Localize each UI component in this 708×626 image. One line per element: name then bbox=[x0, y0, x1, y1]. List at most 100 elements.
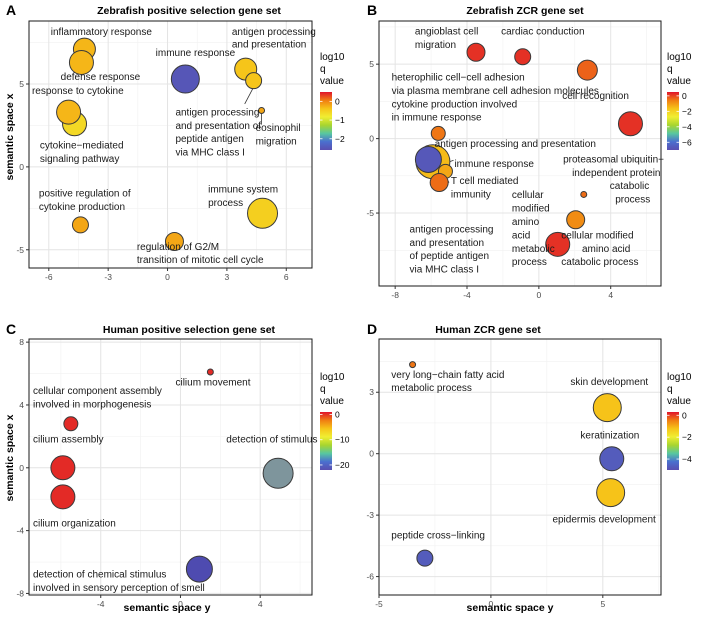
panel-d-annotation: peptide cross−linking bbox=[391, 531, 485, 542]
panel-d-plot: -5 0 5 -6 -3 0 3 very long−chain fatty acid meta… bbox=[366, 338, 692, 609]
panel-b-bubble bbox=[514, 48, 532, 66]
panel-a-x-tick-label: 6 bbox=[284, 272, 289, 282]
panel-b-annotation: and presentation bbox=[410, 238, 485, 249]
panel-b-annotation: proteasomal ubiquitin− bbox=[563, 154, 664, 165]
panel-b-annotation: antigen processing bbox=[410, 224, 494, 235]
panel-a-bubble bbox=[68, 49, 94, 75]
panel-a-x-tick-label: -3 bbox=[104, 272, 112, 282]
panel-b-bubble bbox=[466, 42, 486, 62]
panel-c-legend-title: log10 bbox=[320, 372, 345, 383]
panel-c-plot-border bbox=[28, 338, 313, 596]
panel-b-plot-border bbox=[378, 20, 662, 287]
panel-a-title: Zebrafish positive selection gene set bbox=[97, 5, 281, 17]
panel-a-bubble bbox=[164, 231, 184, 251]
panel-b-annotation: heterophilic cell−cell adhesion bbox=[392, 73, 525, 84]
panel-b-legend-title: q bbox=[667, 64, 673, 75]
panel-a-y-tick-label: 0 bbox=[19, 162, 24, 172]
panel-d-bubble bbox=[409, 361, 417, 369]
panel-a-y-tick-label: 5 bbox=[19, 79, 24, 89]
panel-d-annotation: very long−chain fatty acid bbox=[391, 370, 504, 381]
panel-b-annotation: immune response bbox=[454, 159, 534, 170]
panel-c-y-tick-label: -4 bbox=[16, 526, 24, 536]
panel-a-annotation: antigen processing bbox=[232, 27, 316, 38]
panel-a-legend-title: q bbox=[320, 64, 326, 75]
panel-a-bubble bbox=[56, 99, 82, 125]
panel-b-annotation: immunity bbox=[451, 189, 491, 200]
panel-a-annotation: positive regulation of bbox=[39, 189, 131, 200]
panel-letter-a: A bbox=[6, 2, 16, 18]
panel-c-xlabel: semantic space y bbox=[124, 602, 211, 614]
panel-a-legend-tick-label: −2 bbox=[335, 134, 345, 144]
panel-a-annotation: regulation of G2/M bbox=[137, 242, 219, 253]
panel-c-legend-title: q bbox=[320, 384, 326, 395]
panel-a-legend-title: log10 bbox=[320, 52, 345, 63]
panel-b-annotation: amino bbox=[512, 217, 540, 228]
panel-b-title: Zebrafish ZCR gene set bbox=[466, 5, 584, 17]
panel-b-annotation: catabolic process bbox=[561, 257, 638, 268]
panel-c-legend-tick-label: −10 bbox=[335, 435, 350, 445]
panel-c-annotation: cilium organization bbox=[33, 519, 116, 530]
panel-d-legend-title: value bbox=[667, 396, 691, 407]
panel-d-y-tick-label: 3 bbox=[369, 387, 374, 397]
panel-d-bubble bbox=[596, 478, 626, 508]
panel-b-annotation: process bbox=[615, 195, 650, 206]
panel-b-annotation: T cell mediated bbox=[451, 176, 519, 187]
panel-d-y-tick-label: -3 bbox=[366, 510, 374, 520]
panel-c: C Human positive selection gene set sema… bbox=[4, 321, 350, 614]
panel-b-annotation: cytokine production involved bbox=[392, 99, 518, 110]
panel-d-plot-border bbox=[378, 338, 662, 596]
panel-d-x-tick-label: -5 bbox=[375, 599, 383, 609]
panel-c-y-tick-label: 8 bbox=[19, 337, 24, 347]
panel-b-x-tick-label: -4 bbox=[463, 290, 471, 300]
panel-c-ylabel: semantic space x bbox=[4, 414, 16, 501]
panel-a-annotation: immune response bbox=[156, 48, 236, 59]
panel-c-bubble bbox=[50, 484, 76, 510]
panel-d-x-tick-label: 5 bbox=[600, 599, 605, 609]
panel-c-legend-title: value bbox=[320, 396, 344, 407]
panel-d-annotation: epidermis development bbox=[552, 514, 656, 525]
panel-b-annotation: angioblast cell bbox=[415, 26, 478, 37]
panel-b-legend-title: value bbox=[667, 76, 691, 87]
panel-a-leader-line bbox=[244, 88, 253, 105]
panel-b-gridlines bbox=[379, 21, 661, 286]
panel-d-y-tick-label: -6 bbox=[366, 572, 374, 582]
panel-a-annotation: and presentation of bbox=[175, 121, 261, 132]
panel-a-annotation: response to cytokine bbox=[32, 86, 124, 97]
panel-a-bubble bbox=[170, 64, 200, 94]
panel-b-bubble bbox=[566, 210, 586, 230]
panel-c-y-tick-label: 0 bbox=[19, 463, 24, 473]
panel-c-bubble bbox=[50, 455, 76, 481]
panel-a-annotation: defense response bbox=[61, 72, 141, 83]
panel-a-legend-title: value bbox=[320, 76, 344, 87]
panel-a-annotation: inflammatory response bbox=[51, 27, 153, 38]
panel-letter-d: D bbox=[367, 321, 377, 337]
panel-a-annotation: peptide antigen bbox=[175, 134, 243, 145]
panel-letter-b: B bbox=[367, 2, 377, 18]
panel-a-y-tick-label: -5 bbox=[16, 245, 24, 255]
panel-letter-c: C bbox=[6, 321, 16, 337]
panel-b-y-tick-label: 5 bbox=[369, 59, 374, 69]
panel-b-bubble bbox=[580, 190, 588, 198]
panel-c-x-tick-label: 4 bbox=[258, 599, 263, 609]
panel-a-annotation: and presentation bbox=[232, 40, 307, 51]
panel-b-x-tick-label: 0 bbox=[536, 290, 541, 300]
panel-d-annotation: keratinization bbox=[580, 430, 639, 441]
panel-b-y-tick-label: -5 bbox=[366, 208, 374, 218]
panel-b-annotation: via MHC class I bbox=[410, 265, 479, 276]
panel-b-annotation: modified bbox=[512, 204, 550, 215]
panel-c-bubble bbox=[262, 457, 294, 489]
panel-a-x-tick-label: 3 bbox=[225, 272, 230, 282]
panel-b-legend-tick-label: −6 bbox=[682, 137, 692, 147]
panel-b-annotation: process bbox=[512, 257, 547, 268]
panel-a-annotation: antigen processing bbox=[175, 107, 259, 118]
panel-b-bubble bbox=[429, 173, 449, 193]
panel-d-legend-colorbar bbox=[667, 412, 679, 470]
panel-a-annotation: cytokine production bbox=[39, 202, 125, 213]
panel-a-bubble bbox=[71, 216, 89, 234]
panel-b-annotation: of peptide antigen bbox=[410, 251, 490, 262]
panel-b-annotation: via plasma membrane cell adhesion molecu… bbox=[392, 86, 599, 97]
panel-b-annotation: cellular modified bbox=[561, 230, 633, 241]
panel-d-bubble bbox=[599, 446, 625, 472]
panel-a-annotation: immune system bbox=[208, 185, 278, 196]
